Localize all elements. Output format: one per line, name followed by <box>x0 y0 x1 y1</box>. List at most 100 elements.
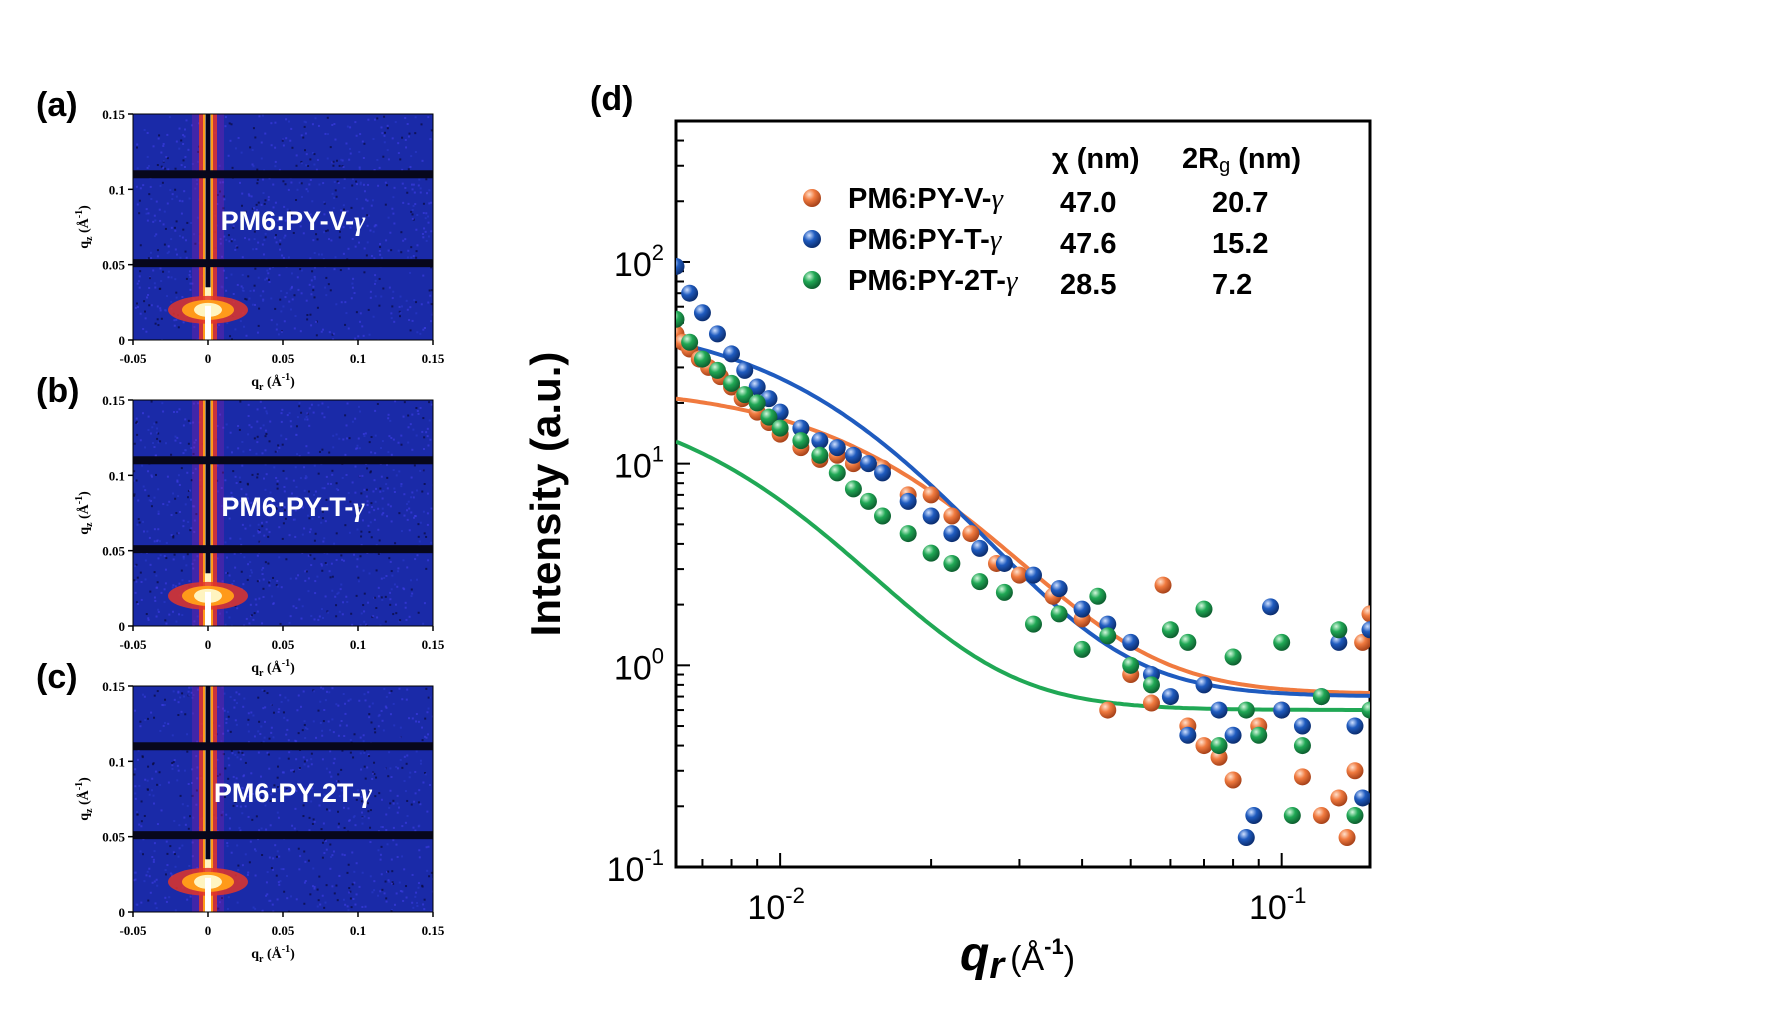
noise-speck <box>138 275 141 278</box>
noise-speck <box>274 307 277 310</box>
noise-speck <box>338 874 341 877</box>
noise-speck <box>252 906 255 909</box>
noise-speck <box>157 510 160 513</box>
data-point-py-t <box>874 464 892 482</box>
noise-speck <box>329 867 332 870</box>
noise-speck <box>191 768 194 771</box>
noise-speck <box>185 256 188 259</box>
noise-speck <box>366 199 369 202</box>
noise-speck <box>430 230 433 233</box>
noise-speck <box>268 584 271 587</box>
noise-speck <box>176 480 179 483</box>
noise-speck <box>226 907 229 910</box>
data-point-py-2t <box>792 432 810 450</box>
noise-speck <box>305 164 308 167</box>
noise-speck <box>330 562 333 565</box>
data-point-py-2t <box>971 573 989 591</box>
noise-speck <box>268 767 271 770</box>
noise-speck <box>235 691 238 694</box>
noise-speck <box>328 771 331 774</box>
noise-speck <box>157 488 160 491</box>
noise-speck <box>381 497 384 500</box>
detector-gap <box>133 742 433 751</box>
giwaxs-y-label-part: ) <box>77 491 92 496</box>
noise-speck <box>375 606 378 609</box>
noise-speck <box>419 406 422 409</box>
noise-speck <box>305 476 308 479</box>
data-point-py-v <box>1154 576 1172 594</box>
noise-speck <box>264 278 267 281</box>
data-point-py-2t <box>676 310 685 328</box>
noise-speck <box>430 871 433 874</box>
noise-speck <box>283 890 286 893</box>
noise-speck <box>249 561 252 564</box>
noise-speck <box>155 421 158 424</box>
data-point-py-2t <box>708 361 726 379</box>
noise-speck <box>162 142 165 145</box>
data-point-py-t <box>693 304 711 322</box>
noise-speck <box>257 730 260 733</box>
noise-speck <box>430 303 433 306</box>
noise-speck <box>186 221 189 224</box>
legend-name: PM6:PY-V- <box>848 183 991 215</box>
noise-speck <box>196 867 199 870</box>
noise-speck <box>311 123 314 126</box>
noise-speck <box>153 802 156 805</box>
noise-speck <box>220 783 223 786</box>
noise-speck <box>252 792 255 795</box>
noise-speck <box>349 147 352 150</box>
noise-speck <box>354 903 357 906</box>
noise-speck <box>309 178 312 181</box>
noise-speck <box>312 285 315 288</box>
noise-speck <box>286 897 289 900</box>
noise-speck <box>315 233 318 236</box>
data-point-py-t <box>943 525 961 543</box>
noise-speck <box>216 758 219 761</box>
noise-speck <box>229 695 232 698</box>
data-point-py-v <box>943 507 961 525</box>
noise-speck <box>297 732 300 735</box>
noise-speck <box>391 305 394 308</box>
noise-speck <box>348 887 351 890</box>
noise-speck <box>227 715 230 718</box>
noise-speck <box>178 483 181 486</box>
noise-speck <box>387 216 390 219</box>
noise-speck <box>260 796 263 799</box>
noise-speck <box>234 328 237 331</box>
noise-speck <box>260 141 263 144</box>
noise-speck <box>135 420 138 423</box>
noise-speck <box>427 221 430 224</box>
noise-speck <box>329 289 332 292</box>
noise-speck <box>359 555 362 558</box>
noise-speck <box>234 753 237 756</box>
noise-speck <box>321 569 324 572</box>
noise-speck <box>188 686 191 689</box>
noise-speck <box>424 230 427 233</box>
data-point-py-t <box>736 361 754 379</box>
noise-speck <box>181 579 184 582</box>
noise-speck <box>247 712 250 715</box>
data-point-py-t <box>1195 676 1213 694</box>
noise-speck <box>155 574 158 577</box>
giwaxs-panel-2: PM6:PY-T-γ(b)-0.05 0 0.05 0.1 0.1500.050.10.… <box>36 372 445 679</box>
noise-speck <box>164 442 167 445</box>
data-point-py-v <box>1010 566 1028 584</box>
data-point-py-t <box>748 378 766 396</box>
noise-speck <box>305 188 308 191</box>
noise-speck <box>365 254 368 257</box>
noise-speck <box>345 724 348 727</box>
noise-speck <box>390 436 393 439</box>
noise-speck <box>296 416 299 419</box>
noise-speck <box>175 253 178 256</box>
noise-speck <box>401 168 404 171</box>
header-chi: χ (nm) <box>1052 143 1140 175</box>
noise-speck <box>252 714 255 717</box>
noise-speck <box>427 235 430 238</box>
noise-speck <box>196 183 199 186</box>
noise-speck <box>169 189 172 192</box>
noise-speck <box>294 509 297 512</box>
legend-marker <box>803 189 821 207</box>
noise-speck <box>354 337 357 340</box>
noise-speck <box>192 505 195 508</box>
noise-speck <box>291 146 294 149</box>
